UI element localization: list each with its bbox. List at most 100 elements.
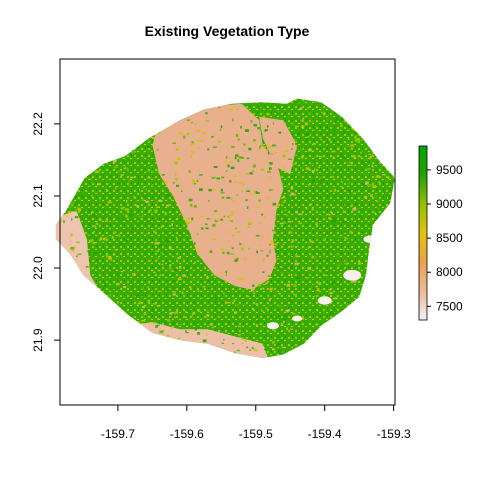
raster-cell [147,176,151,179]
raster-cell [344,231,347,233]
raster-cell [337,143,340,146]
raster-cell [282,154,286,157]
raster-cell [231,229,234,232]
raster-cell [391,249,395,252]
raster-cell [158,202,162,204]
raster-cell [223,292,225,295]
raster-cell [69,138,72,141]
raster-cell [350,205,353,208]
raster-cell [221,359,223,361]
raster-cell [337,364,339,366]
raster-cell [156,105,160,107]
raster-cell [349,302,353,304]
raster-cell [284,150,289,152]
raster-cell [80,305,85,308]
raster-cell [368,184,371,187]
raster-cell [365,134,368,138]
raster-cell [273,116,278,118]
raster-cell [381,311,386,315]
raster-cell [60,283,62,285]
raster-cell [286,196,291,199]
raster-cell [175,219,179,220]
raster-cell [292,313,296,315]
raster-cell [164,355,169,358]
raster-cell [295,125,299,128]
x-axis: -159.7 -159.6 -159.5 -159.4 -159.3 [101,404,411,441]
raster-cell [334,354,338,357]
raster-cell [384,286,387,289]
raster-cell [281,102,284,104]
raster-cell [327,340,331,343]
raster-cell [331,281,335,285]
raster-cell [158,290,162,292]
raster-cell [389,146,394,149]
raster-cell [378,230,382,233]
raster-cell [210,109,213,111]
raster-cell [250,120,253,123]
raster-cell [213,96,215,98]
raster-cell [269,213,272,215]
raster-cell [335,189,338,192]
raster-cell [175,258,178,260]
raster-cell [179,265,182,269]
raster-cell [258,199,261,202]
raster-cell [191,276,193,278]
y-axis: 21.9 22.0 22.1 22.2 [31,112,61,352]
raster-cell [112,231,117,234]
raster-cell [317,183,320,187]
raster-cell [238,278,242,281]
raster-cell [199,174,203,176]
raster-cell [275,316,278,319]
raster-cell [380,296,384,299]
raster-cell [347,253,350,256]
raster-cell [336,238,339,241]
raster-cell [78,334,81,338]
x-tick-label: -159.7 [101,427,135,441]
raster-cell [249,332,253,335]
raster-cell [274,243,278,246]
raster-cell [109,297,112,300]
raster-cell [286,144,288,147]
raster-cell [300,360,301,362]
raster-cell [359,307,364,309]
raster-cell [88,356,91,359]
nodata-patch [343,269,362,281]
raster-cell [118,234,120,237]
raster-cell [377,181,381,184]
raster-cell [187,98,190,99]
raster-cell [221,196,225,199]
legend-colorbar-fill [418,145,428,321]
raster-cell [320,138,322,141]
raster-cell [324,274,328,277]
y-tick-label: 22.0 [31,256,45,280]
raster-cell [223,215,225,218]
x-tick-label: -159.3 [377,427,411,441]
raster-cell [385,314,388,317]
raster-cell [89,267,92,270]
raster-cell [311,312,315,315]
raster-cell [316,321,319,324]
raster-cell [375,196,378,198]
raster-cell [72,130,75,133]
raster-cell [73,312,76,315]
raster-cell [209,165,212,167]
raster-cell [292,123,294,126]
raster-cell [268,237,269,240]
raster-cell [202,364,203,366]
raster-cell [159,330,164,334]
raster-cell [349,190,351,193]
raster-cell [330,176,335,178]
raster-cell [294,155,297,158]
raster-cell [240,126,242,129]
raster-cell [103,237,106,241]
raster-cell [80,343,84,346]
raster-cell [206,333,208,337]
raster-cell [249,172,253,175]
raster-cell [367,168,371,170]
raster-cell [114,249,118,251]
raster-cell [246,360,249,362]
raster-cell [82,348,86,350]
raster-cell [275,122,279,124]
raster-cell [253,291,255,295]
raster-cell [383,149,385,153]
